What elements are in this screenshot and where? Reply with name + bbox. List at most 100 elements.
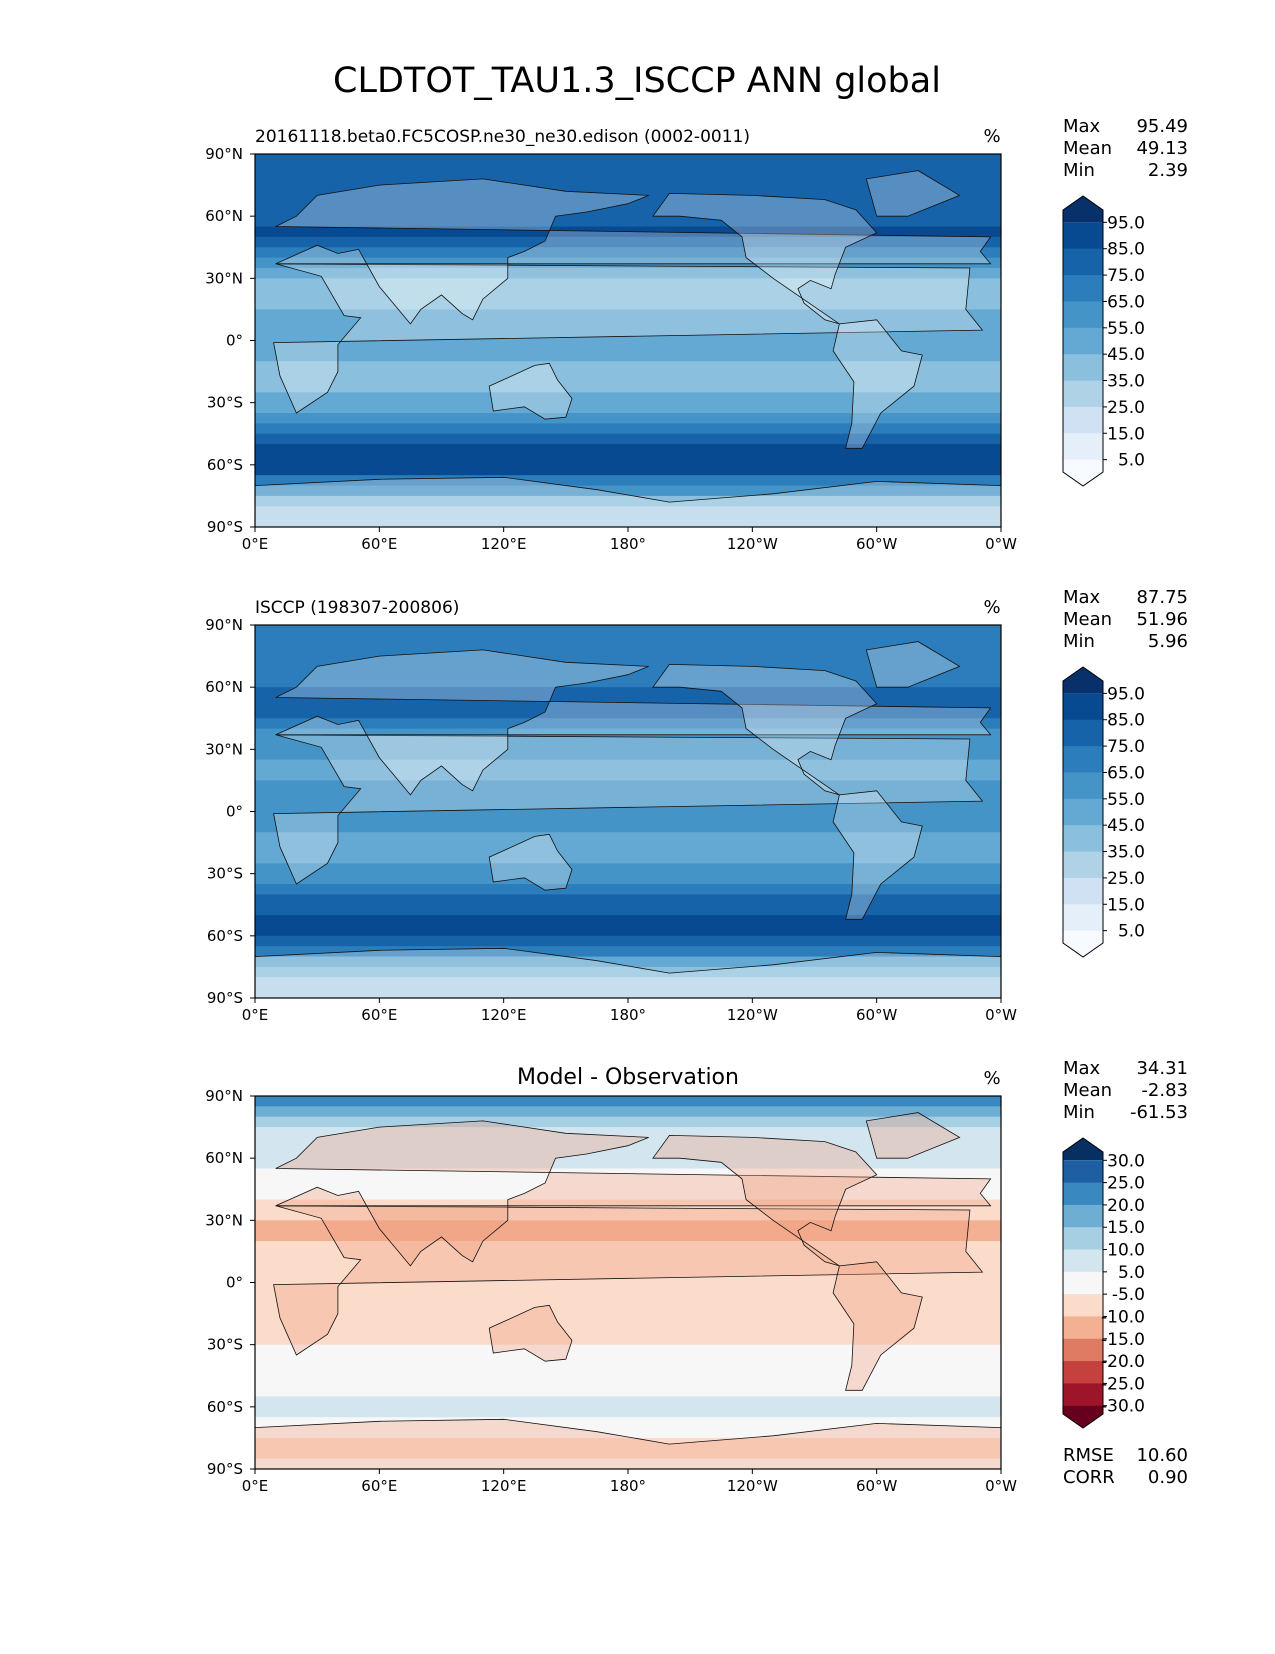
lat-band bbox=[255, 1127, 1001, 1139]
lat-band bbox=[255, 267, 1001, 279]
lat-band bbox=[255, 1147, 1001, 1159]
lat-band bbox=[255, 915, 1001, 927]
data-field bbox=[255, 625, 1001, 998]
lat-band bbox=[255, 413, 1001, 424]
x-tick-label: 120°W bbox=[727, 535, 778, 553]
y-tick-label: 30°N bbox=[205, 1211, 243, 1229]
lat-band bbox=[255, 444, 1001, 456]
lat-band bbox=[255, 625, 1001, 636]
lat-band bbox=[255, 371, 1001, 383]
colorbar-segment bbox=[1063, 275, 1103, 302]
colorbar-label: -30.0 bbox=[1101, 1397, 1145, 1417]
lat-band bbox=[255, 946, 1001, 958]
colorbar-segment bbox=[1063, 746, 1103, 773]
lat-band bbox=[255, 666, 1001, 678]
x-tick-label: 60°W bbox=[856, 1006, 898, 1024]
x-tick-label: 60°E bbox=[361, 1477, 397, 1495]
lat-band bbox=[255, 464, 1001, 476]
colorbar-label: 20.0 bbox=[1107, 1196, 1145, 1216]
error-stat-label: RMSE bbox=[1063, 1445, 1114, 1466]
lat-band bbox=[255, 728, 1001, 740]
coastline bbox=[832, 319, 923, 449]
x-tick-label: 0°W bbox=[985, 1477, 1017, 1495]
x-tick-label: 120°W bbox=[727, 1006, 778, 1024]
stat-label: Min bbox=[1063, 1102, 1095, 1123]
colorbar-outline bbox=[1062, 666, 1104, 958]
lat-band bbox=[255, 516, 1001, 527]
y-tick-label: 60°N bbox=[205, 207, 243, 225]
coastline bbox=[865, 1112, 961, 1159]
lat-band bbox=[255, 635, 1001, 647]
lat-band bbox=[255, 676, 1001, 688]
stat-value: 49.13 bbox=[1136, 138, 1188, 159]
lat-band bbox=[255, 1427, 1001, 1439]
colorbar-segment bbox=[1063, 406, 1103, 434]
coastline bbox=[488, 833, 573, 891]
y-tick-label: 30°S bbox=[207, 1336, 243, 1354]
y-tick-label: 90°N bbox=[205, 145, 243, 163]
colorbar-label: -5.0 bbox=[1112, 1285, 1145, 1305]
colorbar-outline bbox=[1062, 1137, 1104, 1429]
lat-band bbox=[255, 330, 1001, 342]
data-field bbox=[255, 154, 1001, 527]
coastline bbox=[255, 947, 1001, 998]
coastline bbox=[255, 1418, 1001, 1469]
colorbar-segment bbox=[1063, 248, 1103, 276]
lat-band bbox=[255, 1344, 1001, 1356]
colorbar-segment bbox=[1063, 825, 1103, 853]
colorbar-label: 65.0 bbox=[1107, 763, 1145, 783]
colorbar-label: 45.0 bbox=[1107, 816, 1145, 836]
stat-value: 34.31 bbox=[1136, 1058, 1188, 1079]
lat-band bbox=[255, 236, 1001, 248]
colorbar-label: -20.0 bbox=[1101, 1352, 1145, 1372]
y-tick-label: 60°N bbox=[205, 1149, 243, 1167]
lat-band bbox=[255, 873, 1001, 885]
colorbar-label: 65.0 bbox=[1107, 292, 1145, 312]
lat-band bbox=[255, 1158, 1001, 1170]
colorbar-segment bbox=[1063, 667, 1103, 694]
colorbar-label: 75.0 bbox=[1107, 737, 1145, 757]
lat-band bbox=[255, 1437, 1001, 1449]
stat-label: Max bbox=[1063, 587, 1101, 608]
colorbar-segment bbox=[1063, 1383, 1103, 1407]
x-tick-label: 120°W bbox=[727, 1477, 778, 1495]
lat-band bbox=[255, 966, 1001, 978]
lat-band bbox=[255, 656, 1001, 668]
coastline bbox=[275, 1120, 992, 1267]
lat-band bbox=[255, 1178, 1001, 1190]
x-tick-label: 0°E bbox=[242, 535, 269, 553]
coastline bbox=[255, 476, 1001, 527]
lat-band bbox=[255, 1241, 1001, 1253]
colorbar-segment bbox=[1063, 1204, 1103, 1228]
y-tick-label: 30°N bbox=[205, 269, 243, 287]
colorbar-label: 95.0 bbox=[1107, 684, 1145, 704]
colorbar-segment bbox=[1063, 1361, 1103, 1384]
lat-band bbox=[255, 935, 1001, 947]
lat-band bbox=[255, 884, 1001, 895]
y-tick-label: 30°S bbox=[207, 394, 243, 412]
lat-band bbox=[255, 454, 1001, 466]
y-tick-label: 90°S bbox=[207, 518, 243, 536]
colorbar-segment bbox=[1063, 1316, 1103, 1340]
colorbar-label: 5.0 bbox=[1118, 922, 1145, 942]
colorbar-segment bbox=[1063, 851, 1103, 879]
lat-band bbox=[255, 1448, 1001, 1460]
lat-band bbox=[255, 433, 1001, 445]
y-tick-label: 60°N bbox=[205, 678, 243, 696]
lat-band bbox=[255, 506, 1001, 518]
colorbar-label: 25.0 bbox=[1107, 869, 1145, 889]
colorbar: 95.0 85.0 75.0 65.0 55.0 45.0 35.0 25.0 15.0 5.0 bbox=[1062, 195, 1145, 487]
y-tick-label: 60°S bbox=[207, 456, 243, 474]
colorbar-label: -15.0 bbox=[1101, 1330, 1145, 1350]
lat-band bbox=[255, 1189, 1001, 1201]
colorbar-label: 10.0 bbox=[1107, 1241, 1145, 1261]
lat-band bbox=[255, 392, 1001, 404]
colorbar-segment bbox=[1063, 904, 1103, 932]
lat-band bbox=[255, 1282, 1001, 1294]
lat-band bbox=[255, 842, 1001, 854]
coastline bbox=[832, 790, 923, 920]
stat-value: 95.49 bbox=[1136, 116, 1188, 137]
colorbar-label: 85.0 bbox=[1107, 240, 1145, 260]
x-tick-label: 0°W bbox=[985, 535, 1017, 553]
